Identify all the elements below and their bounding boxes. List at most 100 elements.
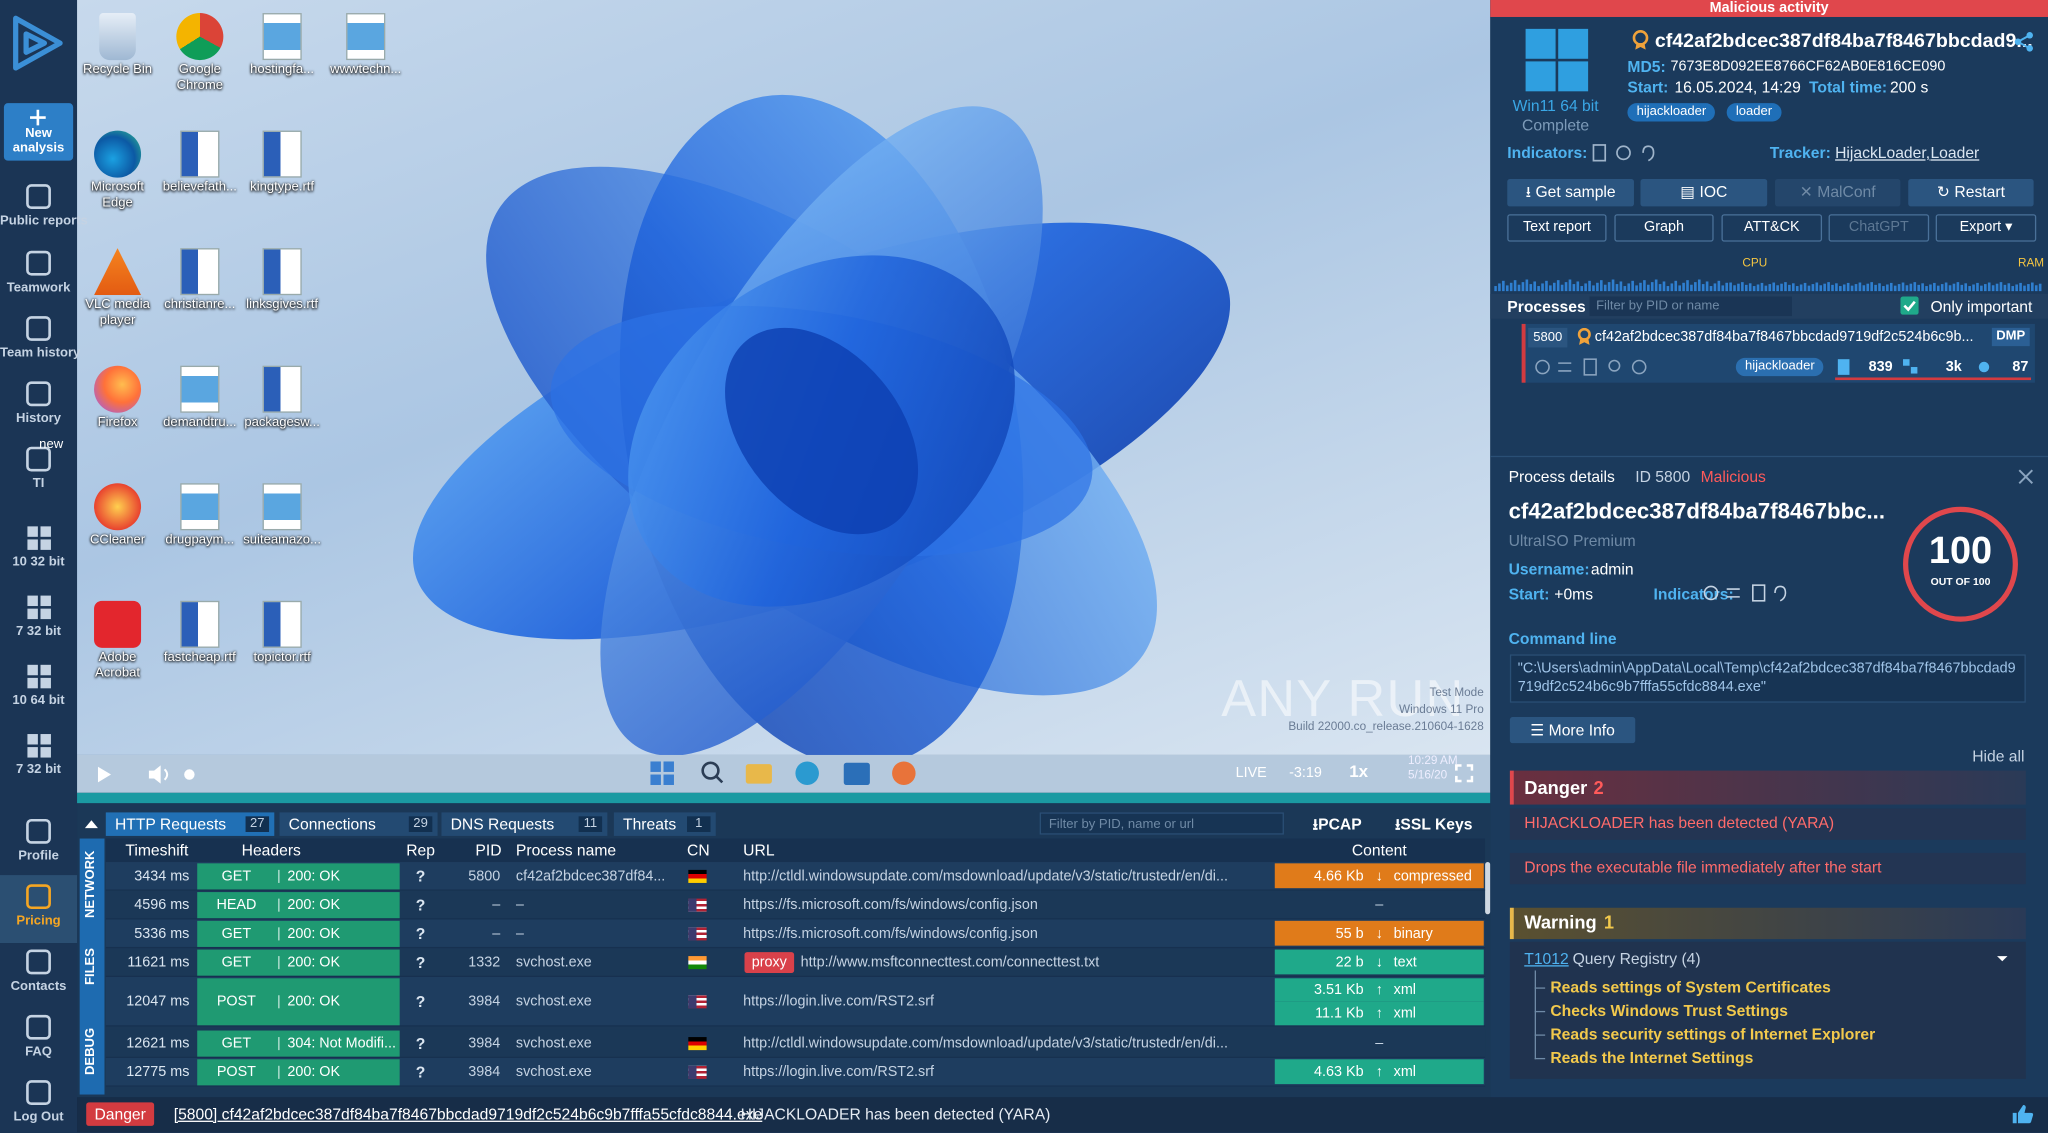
only-important-label[interactable]: Only important bbox=[1930, 297, 2033, 317]
desktop-icon-label[interactable]: linksgives.rtf bbox=[246, 297, 319, 313]
only-important-checkbox[interactable] bbox=[1900, 296, 1919, 315]
sidebar-icon[interactable] bbox=[26, 184, 51, 209]
content-badge[interactable] bbox=[1274, 949, 1484, 975]
desktop-icon-label[interactable]: Adobe Acrobat bbox=[95, 650, 141, 681]
pcap-button[interactable]: ⭳PCAP bbox=[1313, 815, 1362, 833]
content-badge[interactable] bbox=[1274, 863, 1484, 889]
desktop-icon-label[interactable]: Recycle Bin bbox=[83, 62, 153, 78]
sidebar-label[interactable]: 10 32 bit bbox=[12, 555, 65, 570]
headers-badge[interactable] bbox=[197, 978, 400, 1026]
sidebar-label[interactable]: Log Out bbox=[13, 1110, 64, 1125]
desktop-icon[interactable] bbox=[256, 128, 308, 180]
desktop-icon-label[interactable]: topictor.rtf bbox=[253, 650, 311, 665]
desktop-icon[interactable] bbox=[91, 598, 143, 650]
text-report-link[interactable]: Text report bbox=[1507, 214, 1607, 242]
sidebar-icon[interactable] bbox=[26, 316, 51, 341]
scrollbar[interactable] bbox=[1485, 862, 1491, 915]
side-tab-label[interactable]: FILES bbox=[83, 948, 98, 986]
sidebar-icon[interactable] bbox=[26, 446, 51, 472]
desktop-icon-label[interactable]: Google Chrome bbox=[176, 62, 224, 93]
desktop-icon[interactable] bbox=[256, 363, 308, 415]
dump-badge[interactable]: DMP bbox=[1991, 327, 2030, 347]
warning-item[interactable]: Reads security settings of Internet Expl… bbox=[1550, 1025, 1876, 1044]
danger-item[interactable]: HIJACKLOADER has been detected (YARA) bbox=[1524, 813, 1835, 832]
url[interactable]: https://login.live.com/RST2.srf bbox=[743, 993, 935, 1010]
desktop-icon-label[interactable]: hostingfa... bbox=[250, 62, 315, 78]
more-info-label[interactable]: More Info bbox=[1548, 720, 1615, 740]
chatgpt-link[interactable]: ChatGPT bbox=[1828, 214, 1930, 242]
export-label[interactable]: Export bbox=[1959, 219, 2002, 236]
technique-link[interactable]: T1012 bbox=[1524, 949, 1569, 968]
sidebar-label[interactable]: Team history bbox=[0, 346, 81, 361]
desktop-icon-label[interactable]: believefath... bbox=[162, 180, 237, 195]
logo[interactable] bbox=[10, 13, 65, 73]
sidebar-icon[interactable] bbox=[26, 1080, 51, 1105]
url[interactable]: https://fs.microsoft.com/fs/windows/conf… bbox=[743, 926, 1038, 942]
headers-badge[interactable] bbox=[197, 1030, 400, 1057]
sidebar-label[interactable]: Teamwork bbox=[6, 280, 71, 296]
new-analysis-label[interactable]: New analysis bbox=[12, 126, 65, 156]
button-label[interactable]: MalConf bbox=[1817, 182, 1876, 202]
sidebar-label[interactable]: Pricing bbox=[16, 914, 61, 929]
desktop-icon[interactable] bbox=[91, 363, 143, 415]
sidebar-icon[interactable] bbox=[26, 733, 51, 758]
desktop-icon-label[interactable]: Microsoft Edge bbox=[91, 180, 145, 211]
desktop-icon[interactable] bbox=[91, 481, 143, 533]
desktop-icon-label[interactable]: drugpaym... bbox=[165, 532, 235, 548]
share-icon[interactable] bbox=[2014, 31, 2035, 52]
sidebar-icon[interactable] bbox=[26, 381, 51, 407]
hide-all-link[interactable]: Hide all bbox=[1972, 747, 2025, 766]
restart-button[interactable]: ↻ Restart bbox=[1908, 178, 2034, 207]
desktop-icon[interactable] bbox=[174, 128, 226, 180]
desktop-icon[interactable] bbox=[174, 481, 226, 533]
url[interactable]: https://login.live.com/RST2.srf bbox=[743, 1064, 935, 1081]
side-tab-label[interactable]: NETWORK bbox=[83, 850, 98, 918]
desktop-icon[interactable] bbox=[174, 363, 226, 415]
graph-link[interactable]: Graph bbox=[1614, 214, 1714, 242]
headers-badge[interactable] bbox=[197, 920, 400, 947]
timeline[interactable] bbox=[77, 792, 1491, 804]
url[interactable]: http://www.msftconnecttest.com/connectte… bbox=[800, 954, 1100, 971]
network-tab[interactable] bbox=[279, 812, 438, 836]
desktop-icon-label[interactable]: VLC media player bbox=[85, 297, 150, 328]
collapse-icon[interactable] bbox=[82, 816, 100, 832]
danger-header[interactable] bbox=[1509, 770, 2026, 805]
desktop-icon-label[interactable]: suiteamazo... bbox=[243, 532, 321, 548]
fullscreen-icon[interactable] bbox=[1455, 764, 1474, 783]
network-tab[interactable] bbox=[441, 812, 608, 836]
url[interactable]: http://ctldl.windowsupdate.com/msdownloa… bbox=[743, 868, 1228, 885]
tab-label[interactable]: Threats bbox=[623, 815, 677, 834]
pcap-label[interactable]: PCAP bbox=[1318, 815, 1362, 834]
malconf-button[interactable]: ✕ MalConf bbox=[1775, 178, 1901, 207]
headers-badge[interactable] bbox=[197, 892, 400, 919]
content-badge[interactable] bbox=[1274, 978, 1484, 1002]
button-label[interactable]: Get sample bbox=[1535, 182, 1616, 202]
url[interactable]: http://ctldl.windowsupdate.com/msdownloa… bbox=[743, 1035, 1228, 1052]
desktop-icon[interactable] bbox=[340, 10, 392, 62]
desktop-icon[interactable] bbox=[256, 10, 308, 62]
tab-label[interactable]: Connections bbox=[288, 815, 376, 834]
desktop-icon-label[interactable]: wwwtechn... bbox=[330, 62, 402, 78]
desktop-icon[interactable] bbox=[256, 481, 308, 533]
process-tag[interactable]: hijackloader bbox=[1735, 357, 1824, 377]
desktop-icon-label[interactable]: kingtype.rtf bbox=[250, 180, 315, 195]
vm-desktop[interactable] bbox=[77, 0, 1491, 755]
status-process[interactable]: [5800] cf42af2bdcec387df84ba7f8467bbcdad… bbox=[173, 1104, 763, 1124]
sidebar-label[interactable]: FAQ bbox=[25, 1044, 52, 1060]
sidebar-label[interactable]: Contacts bbox=[10, 979, 67, 994]
tab-label[interactable]: DNS Requests bbox=[450, 815, 555, 834]
sidebar-label[interactable]: Profile bbox=[18, 848, 59, 864]
close-icon[interactable] bbox=[2018, 469, 2034, 485]
warning-item[interactable]: Checks Windows Trust Settings bbox=[1550, 1001, 1788, 1021]
desktop-icon-label[interactable]: fastcheap.rtf bbox=[163, 650, 236, 665]
sidebar-label[interactable]: Public reports bbox=[0, 214, 88, 229]
content-badge[interactable] bbox=[1274, 1059, 1484, 1085]
desktop-icon[interactable] bbox=[91, 128, 143, 180]
sidebar-icon[interactable] bbox=[26, 664, 51, 689]
desktop-icon-label[interactable]: demandtru... bbox=[163, 415, 237, 430]
player-controls[interactable] bbox=[91, 763, 209, 787]
headers-badge[interactable] bbox=[197, 1059, 400, 1086]
desktop-icon[interactable] bbox=[91, 246, 143, 298]
get-sample-button[interactable]: ⭳ Get sample bbox=[1507, 178, 1634, 207]
ssl-keys-button[interactable]: ⭳SSL Keys bbox=[1395, 815, 1473, 833]
